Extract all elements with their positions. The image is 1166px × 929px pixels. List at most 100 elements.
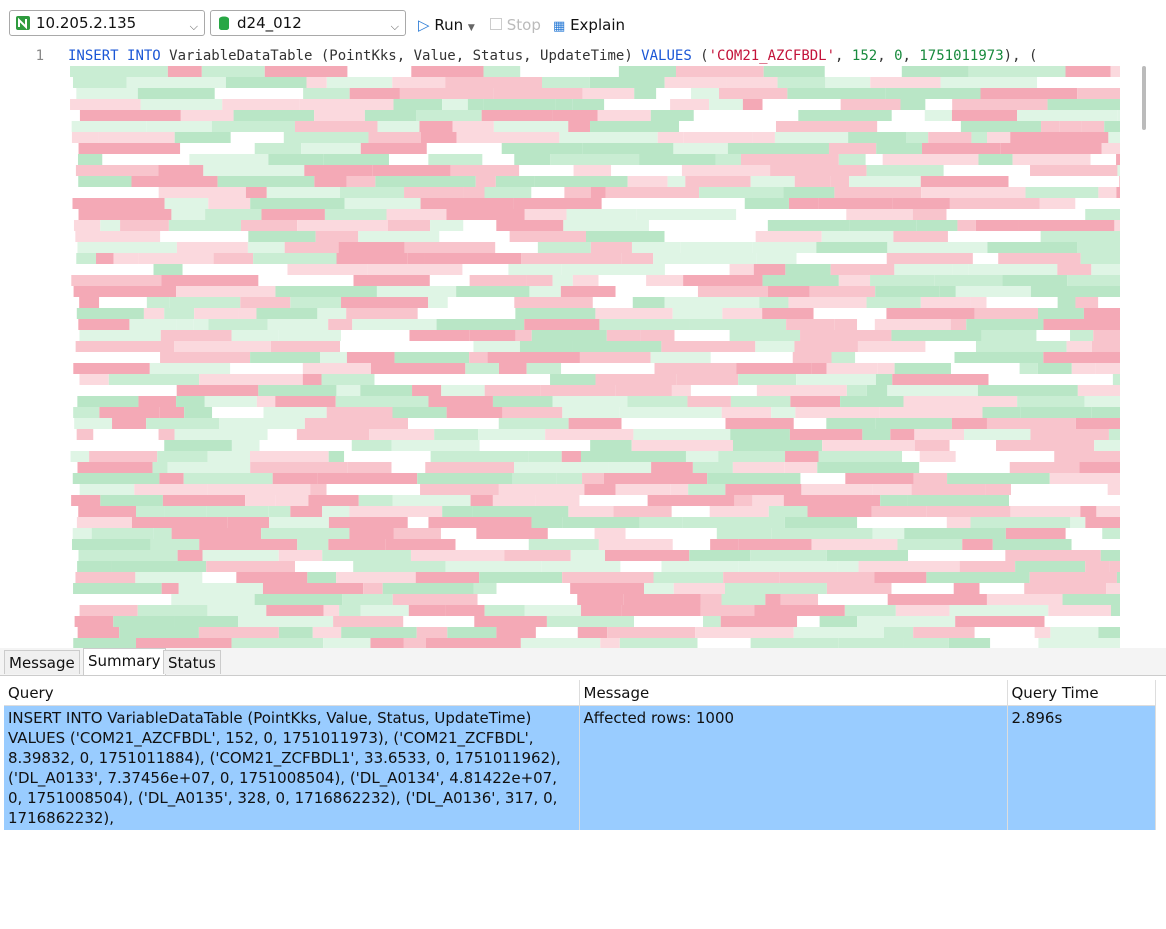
pixel-block (996, 440, 1095, 451)
pixel-block (716, 528, 772, 539)
pixel-block (1112, 374, 1120, 385)
pixel-block (492, 396, 553, 407)
pixel-block (176, 396, 205, 407)
pixel-block (267, 319, 297, 330)
pixel-block (631, 440, 733, 451)
stop-button[interactable]: Stop (490, 14, 541, 36)
pixel-block (601, 198, 705, 209)
pixel-block (538, 165, 574, 176)
pixel-block (1066, 341, 1092, 352)
pixel-block (855, 352, 955, 363)
pixel-block (887, 242, 988, 253)
pixel-block (347, 66, 412, 77)
pixel-block (709, 506, 769, 517)
database-select[interactable]: d24_012 ⌵ (210, 10, 406, 36)
column-header[interactable]: Query (4, 680, 580, 706)
pixel-block (1110, 66, 1120, 77)
pixel-block (208, 198, 251, 209)
pixel-block (774, 132, 849, 143)
pixel-block (948, 638, 991, 648)
pixel-block (921, 187, 1026, 198)
pixel-block (471, 374, 551, 385)
pixel-block (671, 506, 710, 517)
pixel-block (972, 253, 999, 264)
column-header[interactable]: Query Time (1007, 680, 1156, 706)
pixel-block (176, 286, 276, 297)
pixel-block (679, 121, 776, 132)
pixel-block (947, 473, 1050, 484)
code-token: 152 (851, 48, 878, 64)
pixel-block (99, 407, 160, 418)
pixel-block (928, 132, 972, 143)
pixel-block (73, 407, 100, 418)
pixel-block (297, 220, 388, 231)
pixel-block (388, 154, 429, 165)
pixel-block (126, 77, 226, 88)
pixel-block (424, 253, 522, 264)
pixel-block (1104, 121, 1120, 132)
pixel-block (857, 341, 926, 352)
pixel-block (911, 484, 986, 495)
pixel-block (1057, 264, 1092, 275)
column-header[interactable]: Message (579, 680, 1008, 706)
pixel-block (844, 605, 896, 616)
pixel-block (317, 473, 418, 484)
pixel-block (920, 176, 1009, 187)
pixel-block (385, 539, 456, 550)
pixel-block (762, 308, 814, 319)
pixel-block (1009, 462, 1080, 473)
tab[interactable]: Summary (83, 648, 166, 675)
pixel-block (328, 517, 408, 528)
cell: Affected rows: 1000 (579, 705, 1008, 830)
sql-editor[interactable]: 1 INSERT INTO VariableDataTable (PointKk… (0, 46, 1166, 648)
pixel-block (297, 539, 329, 550)
pixel-block (894, 264, 953, 275)
result-row[interactable]: INSERT INTO VariableDataTable (PointKks,… (4, 705, 1156, 830)
pixel-block (1098, 187, 1117, 198)
pixel-block (96, 253, 114, 264)
run-button[interactable]: ▷ Run ▼ (418, 16, 475, 34)
pixel-block (160, 231, 249, 242)
pixel-block (762, 99, 841, 110)
pixel-block (738, 374, 797, 385)
pixel-block (891, 330, 982, 341)
tab[interactable]: Message (4, 650, 80, 674)
tab[interactable]: Status (163, 650, 221, 674)
pixel-block (1015, 561, 1086, 572)
pixel-block (469, 352, 488, 363)
pixel-block (564, 187, 591, 198)
pixel-block (254, 143, 302, 154)
pixel-block (970, 517, 1071, 528)
explain-button[interactable]: ▦ Explain (553, 16, 625, 34)
pixel-block (727, 143, 829, 154)
pixel-block (952, 264, 969, 275)
pixel-block (535, 627, 578, 638)
pixel-block (202, 550, 279, 561)
pixel-block (767, 220, 850, 231)
pixel-block (416, 110, 482, 121)
pixel-block (555, 99, 573, 110)
pixel-block (978, 154, 1013, 165)
pixel-block (207, 484, 311, 495)
pixel-block (537, 242, 591, 253)
pixel-block (535, 495, 580, 506)
pixel-block (1043, 352, 1120, 363)
pixel-block (866, 297, 921, 308)
pixel-block (709, 99, 743, 110)
pixel-block (673, 143, 728, 154)
pixel-block (636, 209, 737, 220)
pixel-block (913, 473, 948, 484)
pixel-block (159, 407, 185, 418)
pixel-block (955, 451, 1055, 462)
pixel-block (1095, 363, 1120, 374)
pixel-block (314, 110, 365, 121)
connection-select[interactable]: 10.205.2.135 ⌵ (9, 10, 205, 36)
pixel-block (752, 242, 817, 253)
pixel-block (328, 319, 353, 330)
pixel-block (798, 110, 892, 121)
pixel-block (176, 242, 248, 253)
pixel-block (77, 462, 153, 473)
pixel-block (470, 495, 493, 506)
pixel-block (407, 253, 425, 264)
pixel-block (328, 539, 386, 550)
